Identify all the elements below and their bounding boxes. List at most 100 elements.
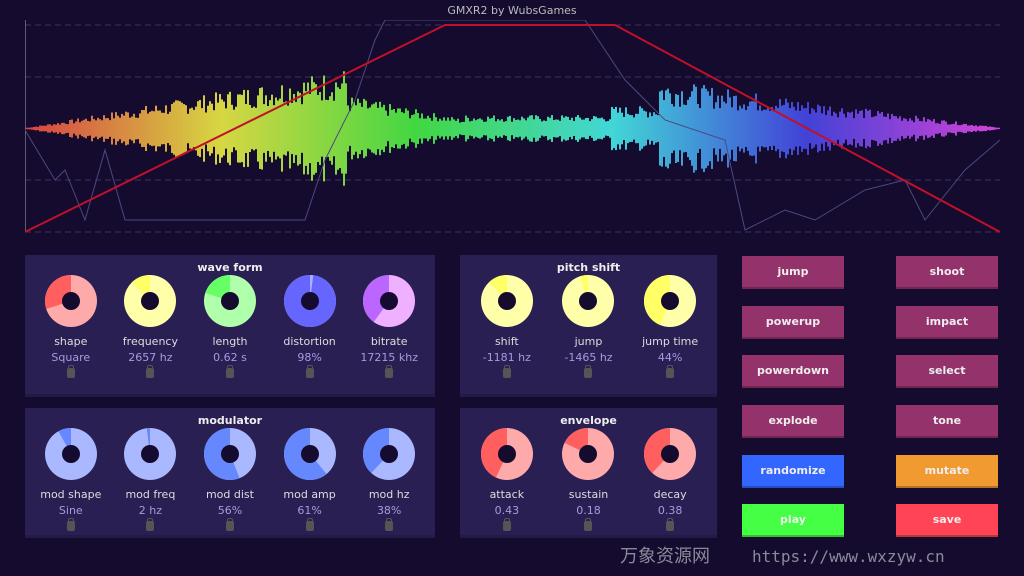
- knob-shift[interactable]: shift -1181 hz: [471, 273, 543, 378]
- wave-sample: [435, 117, 437, 140]
- wave-sample: [479, 118, 481, 139]
- play-button[interactable]: play: [742, 504, 844, 537]
- lock-icon[interactable]: [502, 518, 511, 531]
- lock-icon[interactable]: [385, 365, 394, 378]
- knob-sustain[interactable]: sustain 0.18: [552, 426, 624, 531]
- lock-icon[interactable]: [666, 518, 675, 531]
- wave-sample: [701, 88, 703, 169]
- wave-sample: [617, 112, 619, 145]
- knob-value: 61%: [297, 504, 322, 517]
- wave-sample: [215, 92, 217, 165]
- knob-dial[interactable]: [361, 273, 417, 329]
- wave-sample: [315, 84, 317, 173]
- wave-sample: [189, 108, 191, 149]
- lock-icon[interactable]: [66, 518, 75, 531]
- wave-sample: [539, 119, 541, 138]
- wave-sample: [871, 117, 873, 140]
- powerup-button[interactable]: powerup: [742, 306, 844, 339]
- wave-sample: [861, 110, 863, 147]
- knob-dial[interactable]: [642, 273, 698, 329]
- tone-button[interactable]: tone: [896, 405, 998, 438]
- lock-icon[interactable]: [666, 365, 675, 378]
- wave-sample: [499, 120, 501, 137]
- wave-sample: [993, 127, 995, 130]
- lock-icon[interactable]: [385, 518, 394, 531]
- lock-icon[interactable]: [305, 365, 314, 378]
- wave-sample: [731, 107, 733, 150]
- impact-button[interactable]: impact: [896, 306, 998, 339]
- knob-mod-dist[interactable]: mod dist 56%: [194, 426, 266, 531]
- wave-sample: [303, 82, 305, 175]
- knob-dial[interactable]: [282, 426, 338, 482]
- wave-sample: [63, 122, 65, 135]
- wave-sample: [205, 112, 207, 145]
- wave-sample: [741, 108, 743, 149]
- knob-dial[interactable]: [43, 273, 99, 329]
- lock-icon[interactable]: [502, 365, 511, 378]
- lock-icon[interactable]: [305, 518, 314, 531]
- knob-frequency[interactable]: frequency 2657 hz: [114, 273, 186, 378]
- wave-sample: [429, 117, 431, 140]
- knob-dial[interactable]: [202, 426, 258, 482]
- knob-distortion[interactable]: distortion 98%: [274, 273, 346, 378]
- knob-dial[interactable]: [560, 273, 616, 329]
- explode-button[interactable]: explode: [742, 405, 844, 438]
- knob-dial[interactable]: [361, 426, 417, 482]
- knob-dial[interactable]: [282, 273, 338, 329]
- lock-icon[interactable]: [146, 518, 155, 531]
- knob-decay[interactable]: decay 0.38: [634, 426, 706, 531]
- wave-sample: [453, 119, 455, 138]
- knob-label: shift: [494, 335, 519, 348]
- wave-sample: [887, 113, 889, 144]
- wave-sample: [565, 116, 567, 141]
- randomize-button[interactable]: randomize: [742, 455, 844, 488]
- shoot-button[interactable]: shoot: [896, 256, 998, 289]
- knob-attack[interactable]: attack 0.43: [471, 426, 543, 531]
- lock-icon[interactable]: [66, 365, 75, 378]
- wave-sample: [603, 119, 605, 138]
- wave-sample: [27, 127, 29, 130]
- wave-sample: [613, 108, 615, 149]
- lock-icon[interactable]: [584, 365, 593, 378]
- wave-sample: [407, 110, 409, 147]
- wave-sample: [263, 104, 265, 153]
- knob-dial[interactable]: [122, 426, 178, 482]
- wave-sample: [881, 111, 883, 146]
- wave-sample: [81, 120, 83, 137]
- wave-sample: [423, 118, 425, 139]
- knob-dial[interactable]: [479, 273, 535, 329]
- knob-dial[interactable]: [122, 273, 178, 329]
- knob-value-sector: [363, 428, 390, 473]
- lock-icon[interactable]: [225, 365, 234, 378]
- lock-icon[interactable]: [584, 518, 593, 531]
- lock-icon[interactable]: [225, 518, 234, 531]
- knob-bitrate[interactable]: bitrate 17215 khz: [353, 273, 425, 378]
- save-button[interactable]: save: [896, 504, 998, 537]
- knob-mod-hz[interactable]: mod hz 38%: [353, 426, 425, 531]
- wave-sample: [93, 119, 95, 138]
- knob-dial[interactable]: [479, 426, 535, 482]
- mutate-button[interactable]: mutate: [896, 455, 998, 488]
- wave-sample: [973, 126, 975, 131]
- lock-icon[interactable]: [146, 365, 155, 378]
- jump-button[interactable]: jump: [742, 256, 844, 289]
- knob-dial[interactable]: [202, 273, 258, 329]
- wave-sample: [173, 102, 175, 155]
- knob-mod-freq[interactable]: mod freq 2 hz: [114, 426, 186, 531]
- knob-dial[interactable]: [642, 426, 698, 482]
- select-button[interactable]: select: [896, 355, 998, 388]
- wave-sample: [57, 123, 59, 134]
- knob-shape[interactable]: shape Square: [35, 273, 107, 378]
- powerdown-button[interactable]: powerdown: [742, 355, 844, 388]
- knob-jump-time[interactable]: jump time 44%: [634, 273, 706, 378]
- knob-mod-shape[interactable]: mod shape Sine: [35, 426, 107, 531]
- wave-sample: [513, 118, 515, 139]
- knob-jump[interactable]: jump -1465 hz: [552, 273, 624, 378]
- knob-dial[interactable]: [560, 426, 616, 482]
- wave-sample: [169, 111, 171, 146]
- wave-sample: [833, 111, 835, 146]
- knob-dial[interactable]: [43, 426, 99, 482]
- knob-mod-amp[interactable]: mod amp 61%: [274, 426, 346, 531]
- knob-length[interactable]: length 0.62 s: [194, 273, 266, 378]
- wave-sample: [177, 100, 179, 157]
